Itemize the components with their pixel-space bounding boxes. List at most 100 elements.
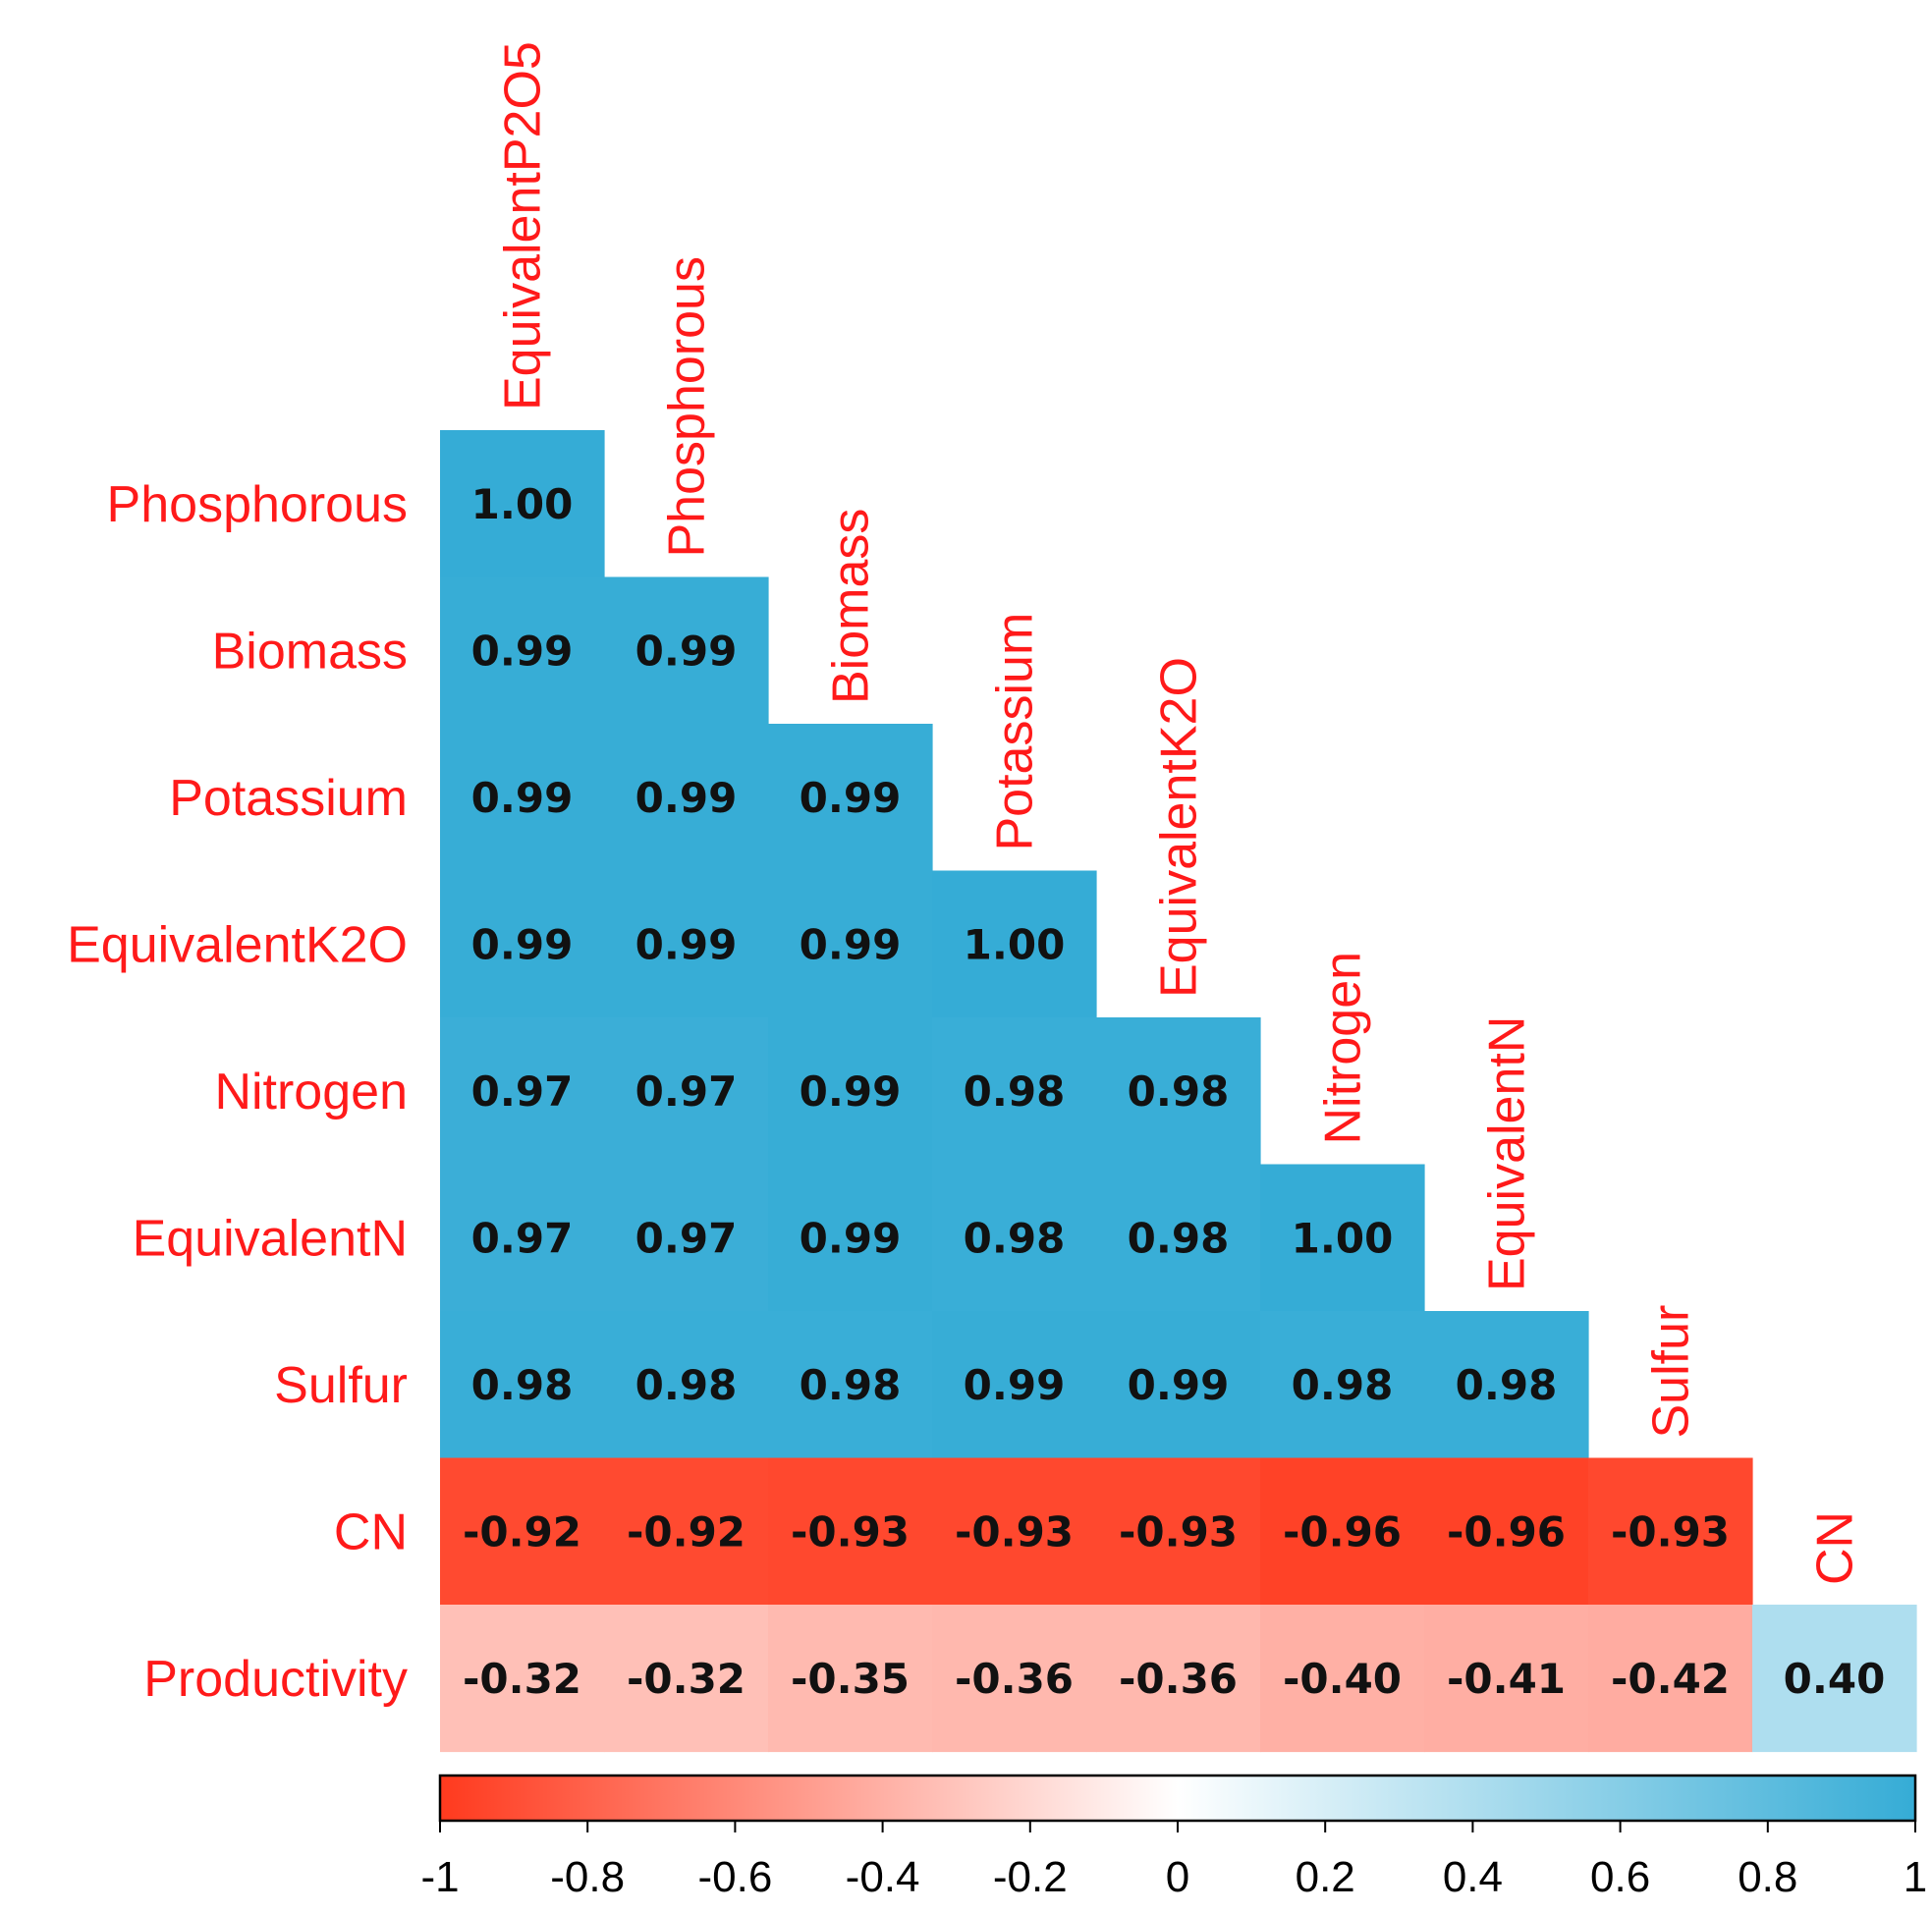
colorbar-tick-label: 1 (1904, 1853, 1927, 1901)
value-label: 1.00 (471, 480, 574, 528)
value-label: 0.99 (471, 774, 574, 822)
column-label-sulfur: Sulfur (1643, 1305, 1700, 1439)
row-label-biomass: Biomass (212, 623, 408, 680)
cell-equivalentn-biomass (768, 1164, 933, 1312)
row-label-cn: CN (334, 1503, 408, 1560)
cell-sulfur-equivalentp2o5 (440, 1311, 605, 1459)
value-label: 0.97 (635, 1214, 738, 1262)
value-label: -0.40 (1283, 1655, 1402, 1703)
cell-sulfur-nitrogen (1260, 1311, 1425, 1459)
cell-equivalentn-nitrogen (1260, 1164, 1425, 1312)
colorbar-tick-label: 0.6 (1590, 1853, 1650, 1901)
cell-equivalentn-potassium (932, 1164, 1097, 1312)
value-label: -0.42 (1611, 1655, 1730, 1703)
colorbar-tick-label: -1 (420, 1853, 459, 1901)
row-label-productivity: Productivity (143, 1651, 408, 1708)
cell-sulfur-phosphorous (604, 1311, 769, 1459)
value-label: 0.99 (800, 774, 902, 822)
value-label: -0.32 (627, 1655, 745, 1703)
cell-nitrogen-phosphorous (604, 1017, 769, 1166)
column-label-equivalentn: EquivalentN (1479, 1016, 1536, 1291)
row-label-nitrogen: Nitrogen (214, 1064, 408, 1120)
cell-productivity-nitrogen (1260, 1605, 1425, 1753)
row-label-sulfur: Sulfur (274, 1357, 408, 1414)
value-label: 0.98 (800, 1361, 902, 1409)
colorbar-tick-label: 0 (1166, 1853, 1189, 1901)
value-label: 0.98 (635, 1361, 738, 1409)
row-label-potassium: Potassium (169, 770, 408, 827)
row-labels: Phosphorous Biomass Potassium EquivalentK2O… (67, 476, 408, 1708)
value-label: 0.97 (635, 1067, 738, 1116)
heatmap-cells (440, 430, 1917, 1753)
cell-cn-equivalentn (1424, 1457, 1589, 1606)
colorbar-tick-label: -0.6 (697, 1853, 772, 1901)
value-label: 0.99 (800, 1214, 902, 1262)
value-label: 0.98 (471, 1361, 574, 1409)
column-labels: EquivalentP2O5 Phosphorous Biomass Potassiu… (495, 41, 1864, 1585)
cell-productivity-equivalentp2o5 (440, 1605, 605, 1753)
value-label: 0.99 (471, 627, 574, 675)
column-label-equivalentk2o: EquivalentK2O (1151, 657, 1208, 998)
cell-potassium-phosphorous (604, 724, 769, 872)
value-label: -0.96 (1447, 1507, 1566, 1556)
column-label-biomass: Biomass (823, 509, 880, 704)
cell-productivity-equivalentk2o (1096, 1605, 1261, 1753)
value-label: -0.92 (627, 1507, 745, 1556)
cell-cn-potassium (932, 1457, 1097, 1606)
value-label: 0.99 (635, 920, 738, 968)
cell-equivalentk2o-potassium (932, 870, 1097, 1018)
cell-potassium-biomass (768, 724, 933, 872)
column-label-phosphorous: Phosphorous (659, 256, 716, 557)
cell-sulfur-biomass (768, 1311, 933, 1459)
row-label-equivalentk2o: EquivalentK2O (67, 916, 408, 973)
cell-productivity-sulfur (1588, 1605, 1753, 1753)
cell-potassium-equivalentp2o5 (440, 724, 605, 872)
cell-equivalentn-equivalentp2o5 (440, 1164, 605, 1312)
color-legend-bar (438, 1774, 1917, 1823)
cell-sulfur-potassium (932, 1311, 1097, 1459)
row-label-equivalentn: EquivalentN (133, 1210, 408, 1267)
value-label: -0.93 (955, 1507, 1074, 1556)
cell-sulfur-equivalentn (1424, 1311, 1589, 1459)
heatmap-value-labels: 1.00 0.99 0.99 0.99 0.99 0.99 0.99 0.99 0.99 1.00… (463, 480, 1885, 1703)
column-label-nitrogen: Nitrogen (1315, 952, 1372, 1145)
value-label: -0.93 (1119, 1507, 1238, 1556)
cell-cn-equivalentp2o5 (440, 1457, 605, 1606)
value-label: 0.98 (1292, 1361, 1394, 1409)
cell-nitrogen-equivalentp2o5 (440, 1017, 605, 1166)
colorbar-tick-label: 0.4 (1443, 1853, 1503, 1901)
cell-equivalentn-phosphorous (604, 1164, 769, 1312)
value-label: 0.40 (1784, 1655, 1886, 1703)
cell-productivity-cn (1752, 1605, 1917, 1753)
value-label: -0.32 (463, 1655, 581, 1703)
colorbar-tick-label: -0.8 (550, 1853, 625, 1901)
value-label: 1.00 (1292, 1214, 1394, 1262)
row-label-phosphorous: Phosphorous (107, 476, 408, 533)
value-label: 0.98 (1128, 1067, 1230, 1116)
value-label: 0.99 (471, 920, 574, 968)
color-legend-ticks: -1 -0.8 -0.6 -0.4 -0.2 0 0.2 0.4 0.6 0.8 1 (420, 1821, 1927, 1901)
color-legend: -1 -0.8 -0.6 -0.4 -0.2 0 0.2 0.4 0.6 0.8 1 (420, 1774, 1927, 1901)
cell-cn-equivalentk2o (1096, 1457, 1261, 1606)
value-label: -0.93 (1611, 1507, 1730, 1556)
value-label: 0.97 (471, 1067, 574, 1116)
value-label: -0.36 (1119, 1655, 1238, 1703)
colorbar-tick-label: -0.4 (846, 1853, 920, 1901)
value-label: 0.99 (635, 774, 738, 822)
colorbar-tick-label: 0.2 (1296, 1853, 1355, 1901)
value-label: -0.96 (1283, 1507, 1402, 1556)
column-label-cn: CN (1807, 1511, 1864, 1585)
value-label: -0.35 (791, 1655, 910, 1703)
value-label: 0.98 (1128, 1214, 1230, 1262)
cell-nitrogen-equivalentk2o (1096, 1017, 1261, 1166)
value-label: 0.97 (471, 1214, 574, 1262)
cell-cn-nitrogen (1260, 1457, 1425, 1606)
cell-cn-biomass (768, 1457, 933, 1606)
cell-equivalentk2o-phosphorous (604, 870, 769, 1018)
cell-sulfur-equivalentk2o (1096, 1311, 1261, 1459)
value-label: 0.99 (964, 1361, 1066, 1409)
cell-cn-sulfur (1588, 1457, 1753, 1606)
value-label: 0.98 (964, 1214, 1066, 1262)
cell-productivity-phosphorous (604, 1605, 769, 1753)
